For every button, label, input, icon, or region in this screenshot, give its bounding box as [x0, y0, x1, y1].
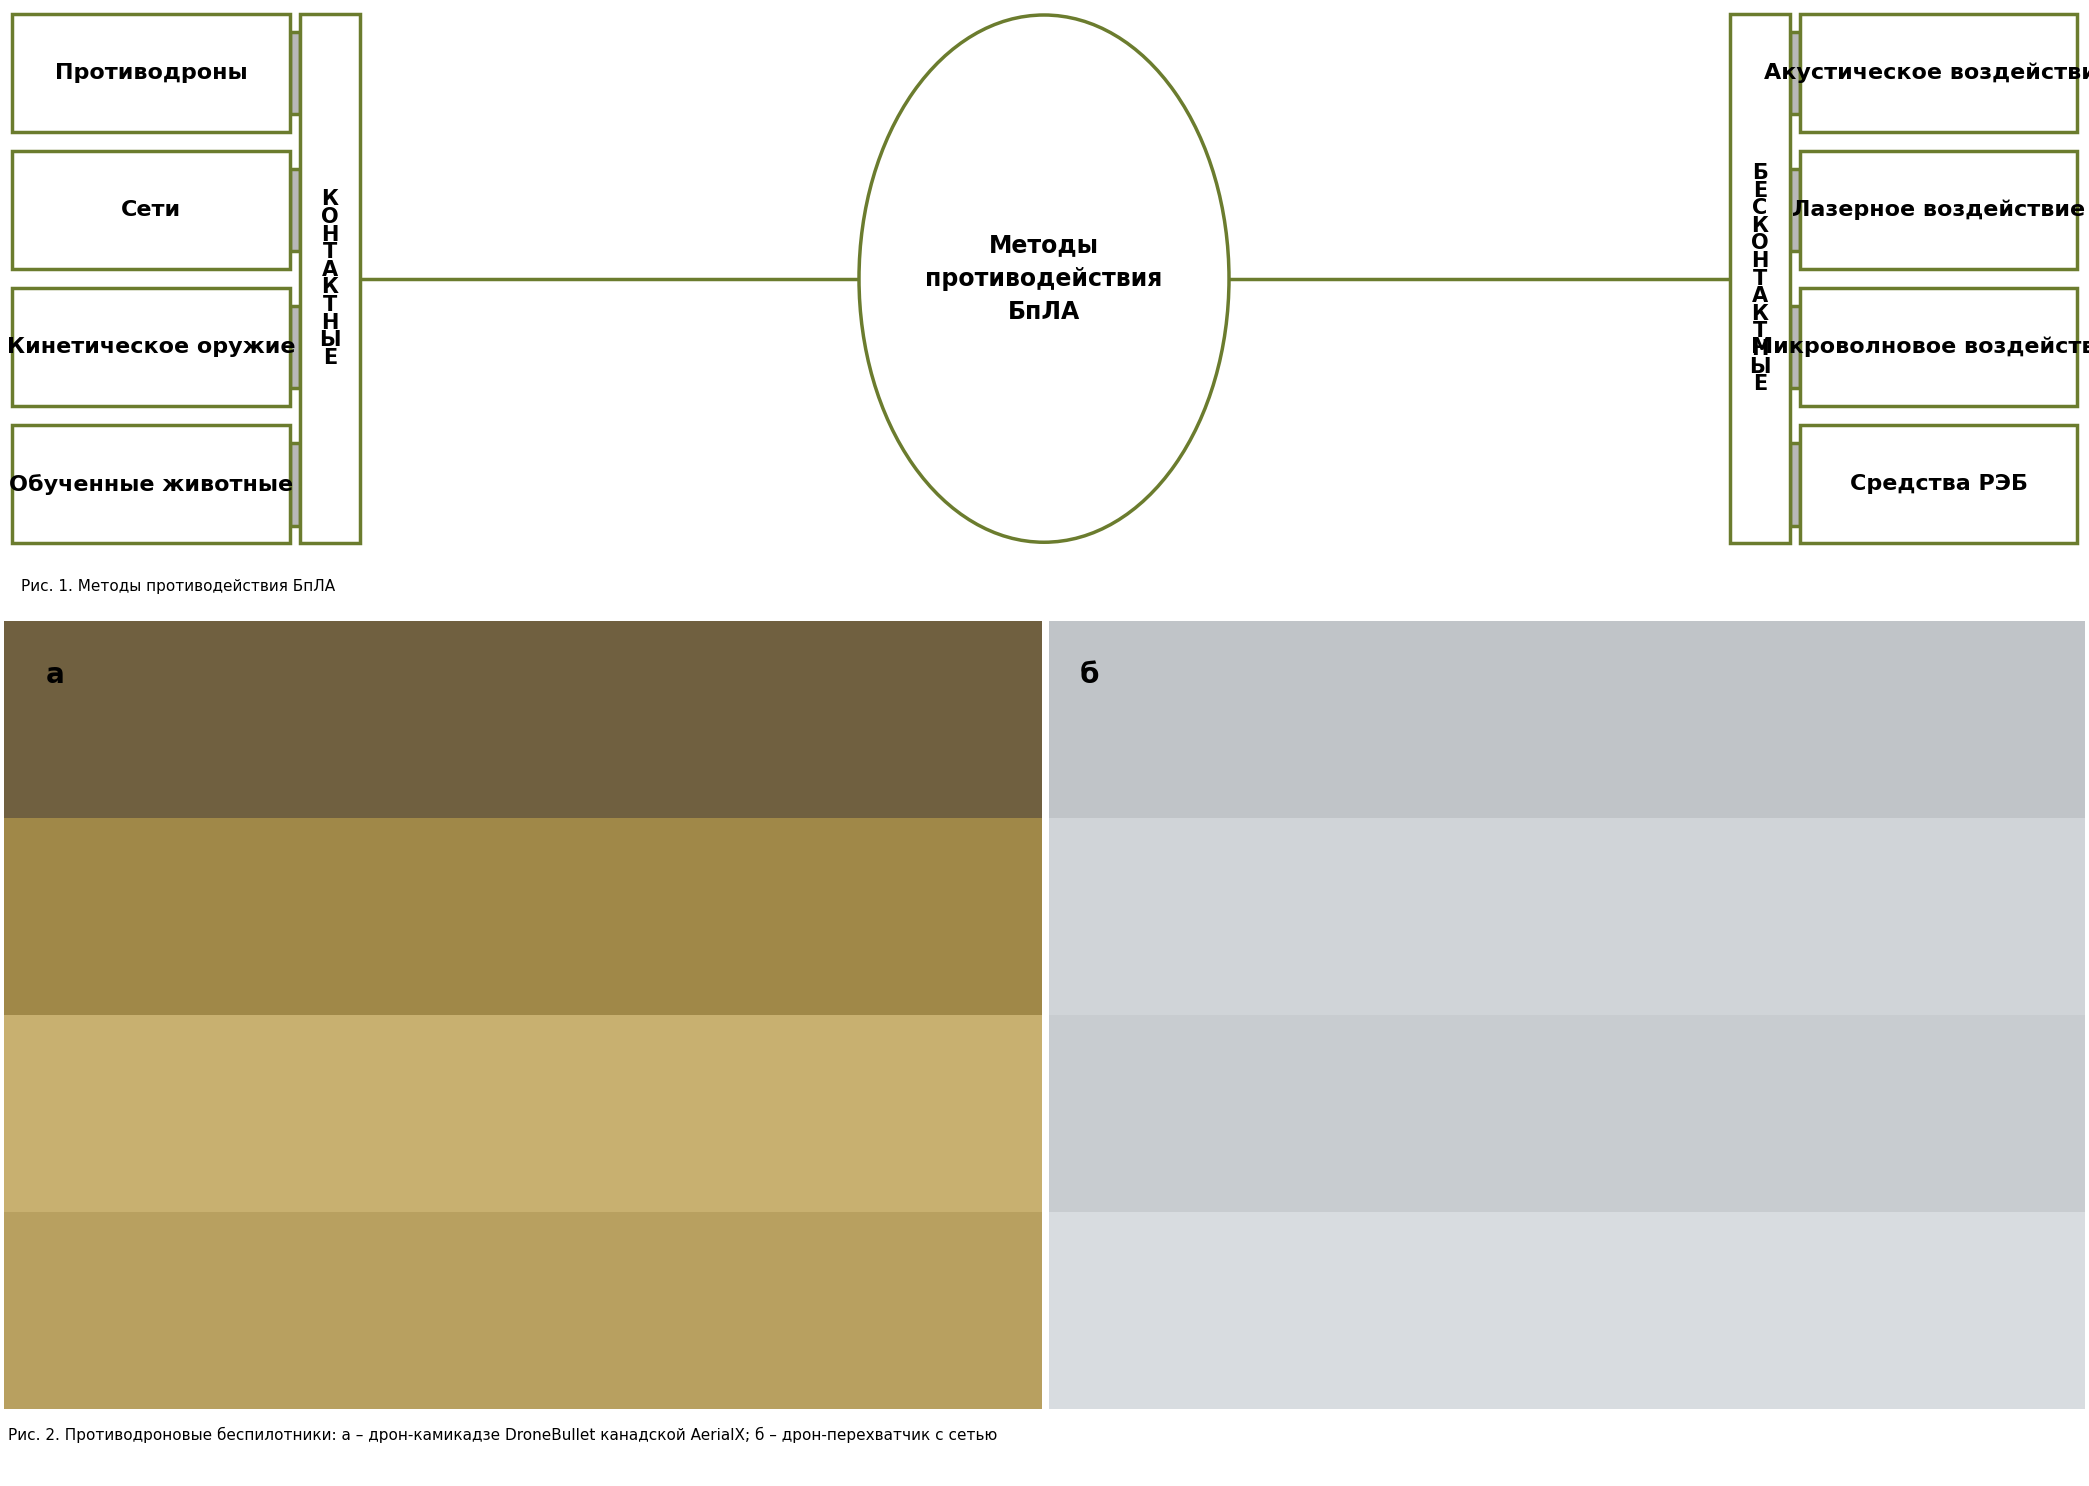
FancyBboxPatch shape [13, 425, 290, 544]
FancyBboxPatch shape [13, 13, 290, 132]
FancyBboxPatch shape [290, 31, 301, 114]
Text: Рис. 1. Методы противодействия БпЛА: Рис. 1. Методы противодействия БпЛА [21, 580, 334, 594]
Text: а: а [46, 660, 65, 688]
FancyBboxPatch shape [4, 1213, 1042, 1409]
Text: Лазерное воздействие: Лазерное воздействие [1792, 199, 2085, 220]
Text: б: б [1080, 660, 1099, 688]
Text: Методы
противодействия
БпЛА: Методы противодействия БпЛА [925, 233, 1164, 324]
Text: Противодроны: Противодроны [54, 62, 247, 83]
FancyBboxPatch shape [290, 443, 301, 526]
FancyBboxPatch shape [13, 288, 290, 406]
FancyBboxPatch shape [4, 621, 1042, 819]
Text: Акустическое воздействие: Акустическое воздействие [1765, 62, 2089, 83]
Text: Средства РЭБ: Средства РЭБ [1849, 474, 2028, 495]
FancyBboxPatch shape [290, 169, 301, 251]
FancyBboxPatch shape [1049, 1213, 2085, 1409]
FancyBboxPatch shape [1049, 1015, 2085, 1213]
FancyBboxPatch shape [1049, 621, 2085, 819]
FancyBboxPatch shape [1790, 31, 1801, 114]
FancyBboxPatch shape [4, 1015, 1042, 1213]
FancyBboxPatch shape [301, 13, 359, 544]
FancyBboxPatch shape [1730, 13, 1790, 544]
FancyBboxPatch shape [1790, 169, 1801, 251]
FancyBboxPatch shape [1801, 425, 2076, 544]
Text: Микроволновое воздействие: Микроволновое воздействие [1751, 337, 2089, 358]
FancyBboxPatch shape [13, 152, 290, 269]
Text: Сети: Сети [121, 201, 182, 220]
Text: Б
Е
С
К
О
Н
Т
А
К
Т
Н
Ы
Е: Б Е С К О Н Т А К Т Н Ы Е [1748, 163, 1771, 394]
Ellipse shape [859, 15, 1228, 542]
FancyBboxPatch shape [290, 306, 301, 388]
FancyBboxPatch shape [1801, 13, 2076, 132]
FancyBboxPatch shape [1790, 306, 1801, 388]
Text: Рис. 2. Противодроновые беспилотники: а – дрон-камикадзе DroneBullet канадской A: Рис. 2. Противодроновые беспилотники: а … [8, 1427, 999, 1443]
Text: К
О
Н
Т
А
К
Т
Н
Ы
Е: К О Н Т А К Т Н Ы Е [320, 189, 341, 369]
FancyBboxPatch shape [4, 819, 1042, 1015]
Text: Кинетическое оружие: Кинетическое оружие [6, 337, 295, 357]
Text: Обученные животные: Обученные животные [8, 474, 292, 495]
FancyBboxPatch shape [1801, 288, 2076, 406]
FancyBboxPatch shape [1790, 443, 1801, 526]
FancyBboxPatch shape [1049, 819, 2085, 1015]
FancyBboxPatch shape [1801, 152, 2076, 269]
